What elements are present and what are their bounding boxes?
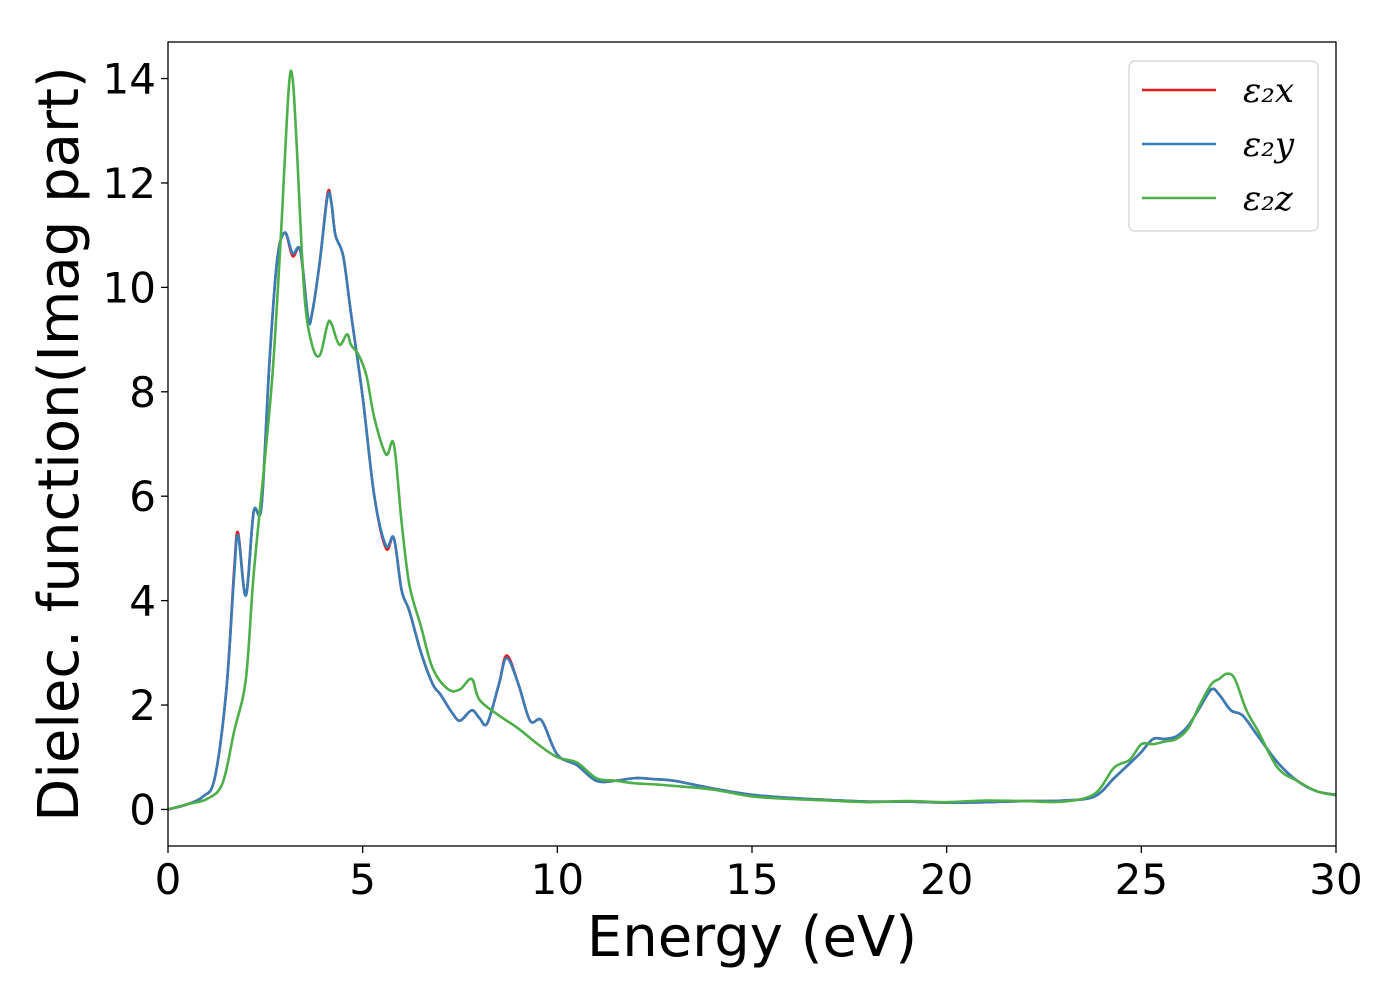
x-tick-label: 15 xyxy=(725,855,778,904)
x-tick-label: 25 xyxy=(1115,855,1168,904)
y-tick-label: 6 xyxy=(129,472,156,521)
series-line-2 xyxy=(168,190,1336,811)
axis-ticks: 0 5 10 15 20 25 30 0 2 4 6 8 10 12 14 xyxy=(103,55,1363,904)
legend-entry: ε₂y xyxy=(1243,125,1295,165)
series-line-3 xyxy=(168,69,1336,811)
y-tick-label: 2 xyxy=(129,681,156,730)
x-tick-label: 10 xyxy=(531,855,584,904)
legend-entry: ε₂z xyxy=(1243,179,1294,219)
y-tick-label: 10 xyxy=(103,263,156,312)
y-tick-label: 12 xyxy=(103,159,156,208)
y-tick-label: 4 xyxy=(129,577,156,626)
legend-box xyxy=(1128,60,1319,232)
y-tick-label: 8 xyxy=(129,368,156,417)
y-axis-label: Dielec. function(Imag part) xyxy=(27,66,92,822)
plot-area xyxy=(168,69,1336,811)
plot-frame xyxy=(167,41,1337,847)
y-tick-label: 14 xyxy=(103,55,156,104)
x-axis-label: Energy (eV) xyxy=(587,905,917,970)
legend: ε₂x ε₂y ε₂z xyxy=(1128,60,1319,232)
series-line-1 xyxy=(168,188,1336,811)
x-tick-label: 0 xyxy=(155,855,182,904)
legend-entry: ε₂x xyxy=(1243,71,1294,111)
x-tick-label: 30 xyxy=(1309,855,1362,904)
x-tick-label: 5 xyxy=(349,855,376,904)
y-tick-label: 0 xyxy=(129,785,156,834)
x-tick-label: 20 xyxy=(920,855,973,904)
